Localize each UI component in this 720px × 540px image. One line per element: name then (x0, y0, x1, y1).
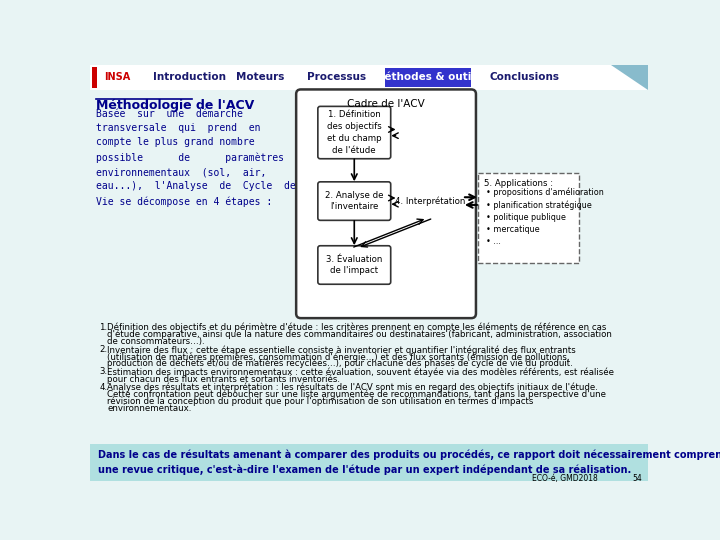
Text: (utilisation de matières premières, consommation d'énergie…) et des flux sortant: (utilisation de matières premières, cons… (107, 352, 570, 361)
Text: production de déchets et/ou de matières recyclées…), pour chacune des phases de : production de déchets et/ou de matières … (107, 359, 573, 368)
Text: 4. Interprétation: 4. Interprétation (395, 197, 465, 206)
Text: Moteurs: Moteurs (236, 72, 284, 82)
Text: ECO-é, GMD2018: ECO-é, GMD2018 (532, 474, 598, 483)
Polygon shape (611, 65, 648, 90)
Bar (91, 67, 97, 88)
Text: Introduction: Introduction (153, 72, 225, 82)
Bar (385, 68, 471, 87)
Text: d'étude comparative, ainsi que la nature des commanditaires ou destinataires (fa: d'étude comparative, ainsi que la nature… (107, 330, 612, 339)
Bar (90, 65, 648, 90)
FancyBboxPatch shape (318, 246, 391, 284)
Text: de consommateurs…).: de consommateurs…). (107, 336, 204, 346)
Text: • propositions d'amélioration: • propositions d'amélioration (486, 188, 604, 197)
Text: 3. Évaluation
de l'impact: 3. Évaluation de l'impact (326, 254, 382, 275)
Text: • politique publique: • politique publique (486, 213, 566, 222)
Text: Définition des objectifs et du périmètre d'étude : les critères prennent en comp: Définition des objectifs et du périmètre… (107, 323, 606, 332)
Text: 4.: 4. (99, 383, 107, 392)
Text: • ...: • ... (486, 238, 501, 246)
FancyBboxPatch shape (318, 182, 391, 220)
Text: 2.: 2. (99, 345, 107, 354)
Text: 54: 54 (632, 474, 642, 483)
Text: 2. Analyse de
l'inventaire: 2. Analyse de l'inventaire (325, 191, 384, 212)
Text: Processus: Processus (307, 72, 366, 82)
Text: Cette confrontation peut déboucher sur une liste argumentée de recommandations, : Cette confrontation peut déboucher sur u… (107, 390, 606, 399)
Text: • planification stratégique: • planification stratégique (486, 200, 592, 210)
FancyBboxPatch shape (296, 90, 476, 318)
Text: environnementaux.: environnementaux. (107, 403, 192, 413)
Text: Dans le cas de résultats amenant à comparer des produits ou procédés, ce rapport: Dans le cas de résultats amenant à compa… (98, 450, 720, 476)
FancyBboxPatch shape (318, 106, 391, 159)
Text: 1. Définition
des objectifs
et du champ
de l'étude: 1. Définition des objectifs et du champ … (327, 110, 382, 155)
Text: pour chacun des flux entrants et sortants inventoriés.: pour chacun des flux entrants et sortant… (107, 374, 340, 384)
Bar (90, 444, 648, 481)
Text: 5. Applications :: 5. Applications : (484, 179, 553, 188)
Text: Conclusions: Conclusions (489, 72, 559, 82)
Text: Basée  sur  une  démarche
transversale  qui  prend  en
compte le plus grand nomb: Basée sur une démarche transversale qui … (96, 109, 296, 207)
Text: révision de la conception du produit que pour l'optimisation de son utilisation : révision de la conception du produit que… (107, 397, 534, 406)
Text: Estimation des impacts environnementaux : cette évaluation, souvent étayée via d: Estimation des impacts environnementaux … (107, 367, 614, 377)
Text: Inventaire des flux : cette étape essentielle consiste à inventorier et quantifi: Inventaire des flux : cette étape essent… (107, 345, 576, 355)
FancyBboxPatch shape (478, 173, 579, 262)
Text: Cadre de l'ACV: Cadre de l'ACV (347, 99, 425, 109)
Text: Méthodologie de l'ACV: Méthodologie de l'ACV (96, 99, 254, 112)
Text: 3.: 3. (99, 367, 107, 376)
Text: Analyse des résultats et interprétation : les résultats de l'ACV sont mis en reg: Analyse des résultats et interprétation … (107, 383, 598, 392)
Text: Méthodes & outils: Méthodes & outils (374, 72, 481, 82)
Text: 1.: 1. (99, 323, 107, 332)
Text: • mercatique: • mercatique (486, 225, 540, 234)
Text: INSA: INSA (104, 72, 130, 82)
